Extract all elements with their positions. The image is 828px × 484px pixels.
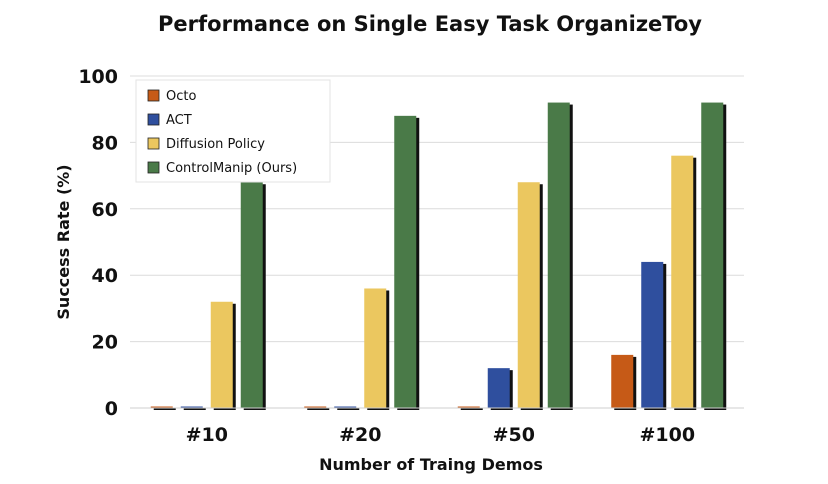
bar-shadow (460, 408, 483, 410)
bar (641, 261, 664, 408)
bar-shadow (153, 408, 176, 410)
bar (611, 354, 634, 408)
y-tick-label: 40 (92, 265, 118, 287)
chart-title: Performance on Single Easy Task Organize… (158, 12, 702, 36)
bar (364, 288, 387, 408)
bar (180, 406, 203, 408)
y-tick-label: 100 (78, 66, 118, 88)
bar (671, 155, 694, 408)
y-tick-label: 20 (92, 332, 118, 354)
y-tick-labels: 0 20 40 60 80 100 (78, 66, 118, 420)
y-tick-label: 80 (92, 132, 118, 154)
legend: Octo ACT Diffusion Policy ControlManip (Our… (135, 79, 331, 183)
legend-swatch (147, 161, 160, 174)
x-axis-label: Number of Traing Demos (319, 455, 543, 474)
bar (304, 406, 327, 408)
x-tick-label: #10 (186, 424, 228, 446)
bar (457, 406, 480, 408)
legend-entry: ControlManip (Ours) (166, 161, 297, 176)
y-tick-label: 60 (92, 199, 118, 221)
x-tick-labels: #10 #20 #50 #100 (186, 424, 695, 446)
bar (210, 301, 233, 408)
bar (150, 406, 173, 408)
legend-swatch (147, 89, 160, 102)
legend-entry: ACT (166, 113, 192, 128)
bar-shadow (337, 408, 360, 410)
legend-entry: Diffusion Policy (166, 137, 265, 152)
bar-shadow (183, 408, 206, 410)
legend-swatch (147, 113, 160, 126)
y-tick-label: 0 (105, 398, 118, 420)
bar (334, 406, 357, 408)
bar-shadow (307, 408, 330, 410)
bar (701, 102, 724, 408)
bar (394, 115, 417, 408)
x-tick-label: #100 (639, 424, 695, 446)
bars (150, 102, 727, 410)
bar (547, 102, 570, 408)
x-tick-label: #50 (493, 424, 535, 446)
x-tick-label: #20 (339, 424, 381, 446)
bar (487, 368, 510, 408)
bar (517, 182, 540, 408)
legend-box (135, 79, 331, 183)
legend-entry: Octo (166, 89, 196, 104)
y-axis-label: Success Rate (%) (54, 164, 73, 319)
bar (240, 182, 263, 408)
legend-swatch (147, 137, 160, 150)
